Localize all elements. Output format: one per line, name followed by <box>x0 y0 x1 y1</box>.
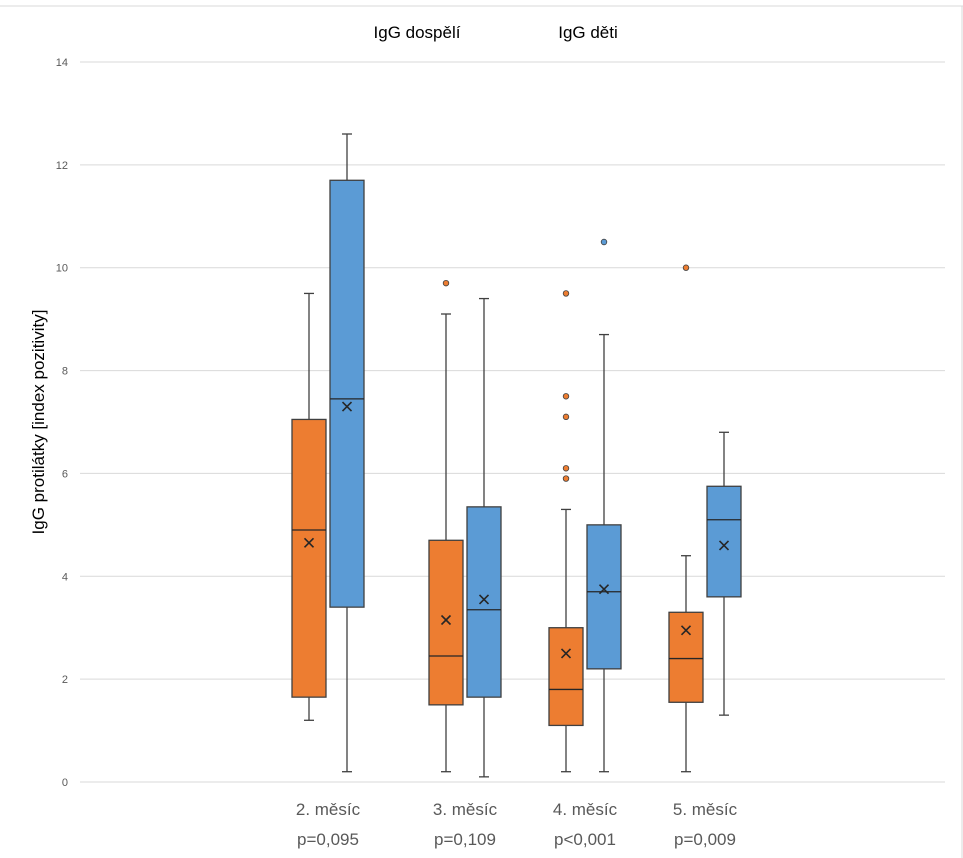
box-plot <box>706 431 742 716</box>
y-tick-label: 2 <box>62 674 68 686</box>
outlier-point <box>562 393 570 400</box>
iqr-box <box>668 611 704 703</box>
outlier-point <box>682 264 690 271</box>
box-plot <box>548 290 584 773</box>
y-tick-label: 6 <box>62 468 68 480</box>
legend: IgG dospělí IgG děti <box>374 23 618 42</box>
y-tick-label: 12 <box>56 160 68 172</box>
box-plot <box>586 238 622 773</box>
y-tick-label: 0 <box>62 777 68 789</box>
mean-marker <box>598 584 610 595</box>
y-axis-label: IgG protilátky [index pozitivity] <box>29 310 48 535</box>
iqr-box <box>428 539 464 706</box>
box-plot <box>291 292 327 721</box>
box-plot <box>428 279 464 773</box>
y-tick-label: 4 <box>62 571 68 583</box>
outlier-point <box>562 413 570 421</box>
x-category-pvalue: p<0,001 <box>554 830 616 849</box>
box-plot <box>668 264 704 773</box>
outlier-point <box>562 290 570 297</box>
x-category-label: 3. měsíc <box>433 800 498 819</box>
x-category-pvalue: p=0,009 <box>674 830 736 849</box>
x-category-pvalue: p=0,109 <box>434 830 496 849</box>
box-plot <box>466 297 502 778</box>
iqr-box <box>548 627 584 727</box>
y-tick-label: 8 <box>62 366 68 378</box>
outlier-point <box>562 465 570 472</box>
iqr-box <box>329 179 365 608</box>
mean-marker <box>560 648 572 659</box>
gridlines <box>80 61 945 783</box>
x-category-pvalue: p=0,095 <box>297 830 359 849</box>
legend-entry: IgG děti <box>558 23 618 42</box>
outlier-point <box>442 279 450 287</box>
x-category-label: 4. měsíc <box>553 800 618 819</box>
iqr-box <box>291 418 327 698</box>
mean-marker <box>440 614 452 626</box>
y-tick-label: 10 <box>56 263 68 275</box>
iqr-box <box>466 506 502 698</box>
y-axis-ticks: 0 2 4 6 8 10 12 14 <box>56 57 68 789</box>
x-category-label: 5. měsíc <box>673 800 738 819</box>
x-axis-categories: 2. měsíc p=0,095 3. měsíc p=0,109 4. měsíc p<… <box>296 800 738 849</box>
mean-marker <box>680 625 692 636</box>
iqr-box <box>586 524 622 670</box>
iqr-box <box>706 485 742 598</box>
mean-marker <box>303 537 315 548</box>
plot-area <box>291 133 742 778</box>
mean-marker <box>341 401 353 412</box>
mean-marker <box>718 540 730 551</box>
outlier-point <box>562 475 570 482</box>
mean-marker <box>478 594 490 605</box>
box-plot <box>329 133 365 773</box>
legend-entry: IgG dospělí <box>374 23 461 42</box>
outlier-point <box>600 238 608 246</box>
x-category-label: 2. měsíc <box>296 800 361 819</box>
y-tick-label: 14 <box>56 57 68 69</box>
